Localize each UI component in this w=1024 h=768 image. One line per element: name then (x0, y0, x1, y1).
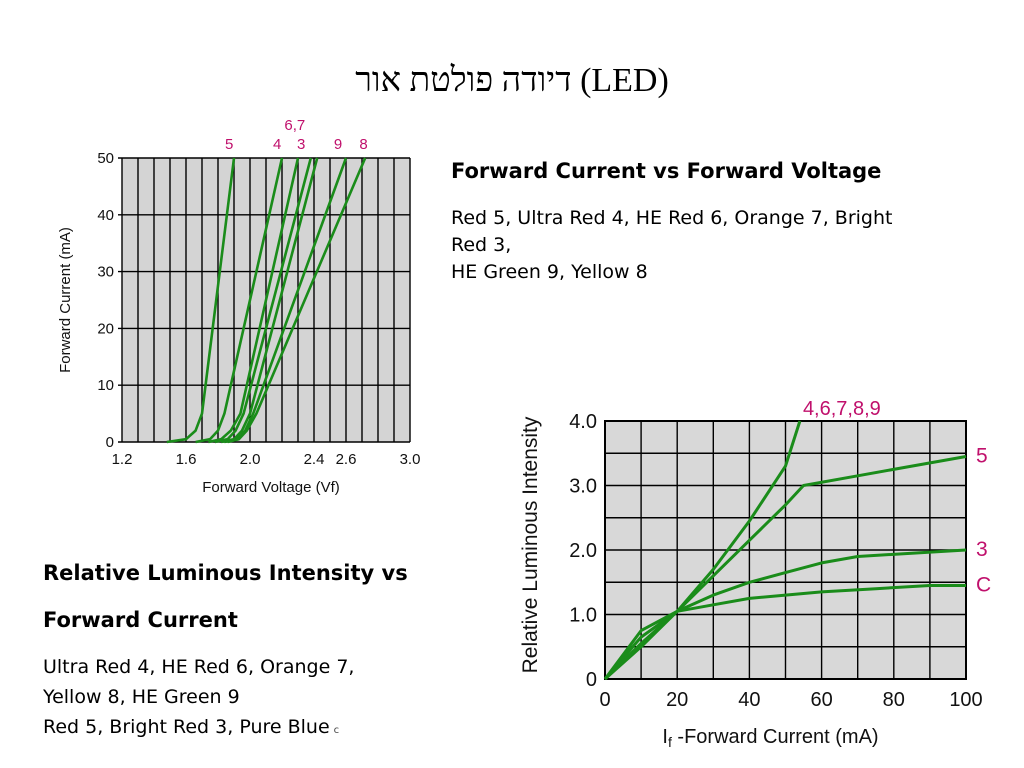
x-axis-label-main: I (662, 726, 668, 748)
y-tick-label: 10 (97, 377, 114, 394)
x-tick-label: 1.6 (176, 451, 197, 468)
y-tick-label: 30 (97, 264, 114, 281)
y-tick-label: 0 (106, 434, 114, 451)
series-line (214, 157, 313, 444)
y-tick-label: 20 (97, 320, 114, 337)
x-tick-label: 100 (949, 689, 982, 711)
series-label: C (976, 573, 991, 596)
y-tick-label: 40 (97, 207, 114, 224)
text2-note: c (333, 725, 340, 736)
text2-line: Yellow 8, HE Green 9 (43, 686, 240, 708)
x-tick-label: 3.0 (400, 451, 421, 468)
x-tick-label: 20 (666, 689, 688, 711)
x-tick-label: 80 (883, 689, 905, 711)
text1-line: Red 5, Ultra Red 4, HE Red 6, Orange 7, … (451, 207, 893, 229)
relative-intensity-text: Relative Luminous Intensity vs Forward C… (43, 558, 503, 746)
series-line (195, 157, 284, 444)
text2-heading-line: Forward Current (43, 608, 238, 632)
series-label: 5 (225, 136, 233, 153)
series-line (604, 420, 802, 681)
y-tick-label: 3.0 (569, 476, 597, 498)
x-tick-label: 60 (810, 689, 832, 711)
text2-line: Red 5, Bright Red 3, Pure Blue c (43, 712, 503, 746)
y-tick-label: 0 (586, 669, 597, 691)
x-tick-label: 2.6 (336, 451, 357, 468)
series-line (603, 455, 967, 681)
series-label: 9 (334, 136, 342, 153)
series-line (227, 157, 367, 444)
series-label: 6,7 (284, 117, 305, 134)
x-tick-label: 1.2 (112, 451, 133, 468)
y-tick-label: 4.0 (569, 411, 597, 433)
forward-current-voltage-text: Forward Current vs Forward Voltage Red 5… (451, 155, 997, 286)
series-label: 3 (976, 538, 988, 561)
text2-line: Ultra Red 4, HE Red 6, Orange 7, (43, 656, 355, 678)
y-tick-label: 2.0 (569, 540, 597, 562)
x-tick-label: 2.0 (240, 451, 261, 468)
series-label: 4 (273, 136, 281, 153)
x-tick-label: 40 (738, 689, 760, 711)
series-line (603, 584, 966, 680)
y-tick-label: 50 (97, 150, 114, 167)
x-axis-label-rest: -Forward Current (mA) (672, 726, 879, 748)
y-axis-label: Relative Luminous Intensity (519, 416, 542, 673)
x-tick-label: 2.4 (304, 451, 325, 468)
x-axis-label: Forward Voltage (Vf) (202, 479, 340, 496)
series-label: 8 (359, 136, 367, 153)
text1-line: Red 3, (451, 234, 512, 256)
y-axis-label: Forward Current (mA) (57, 227, 74, 373)
y-tick-label: 1.0 (569, 605, 597, 627)
text2-heading-line: Relative Luminous Intensity vs (43, 561, 408, 585)
text2-line-text: Red 5, Bright Red 3, Pure Blue (43, 716, 330, 738)
x-tick-label: 0 (599, 689, 610, 711)
series-label: 4,6,7,8,9 (803, 398, 881, 420)
series-line (166, 157, 236, 444)
text1-line: HE Green 9, Yellow 8 (451, 261, 648, 283)
slide-title: דיודה פולטת אור (LED) (355, 62, 669, 99)
x-axis-label: If -Forward Current (mA) (662, 726, 878, 750)
series-line (208, 157, 300, 444)
series-label: 5 (976, 444, 988, 467)
series-line (603, 548, 967, 680)
series-label: 3 (297, 136, 305, 153)
x-axis-label-subscript: f (668, 734, 672, 750)
text1-heading: Forward Current vs Forward Voltage (451, 159, 882, 183)
